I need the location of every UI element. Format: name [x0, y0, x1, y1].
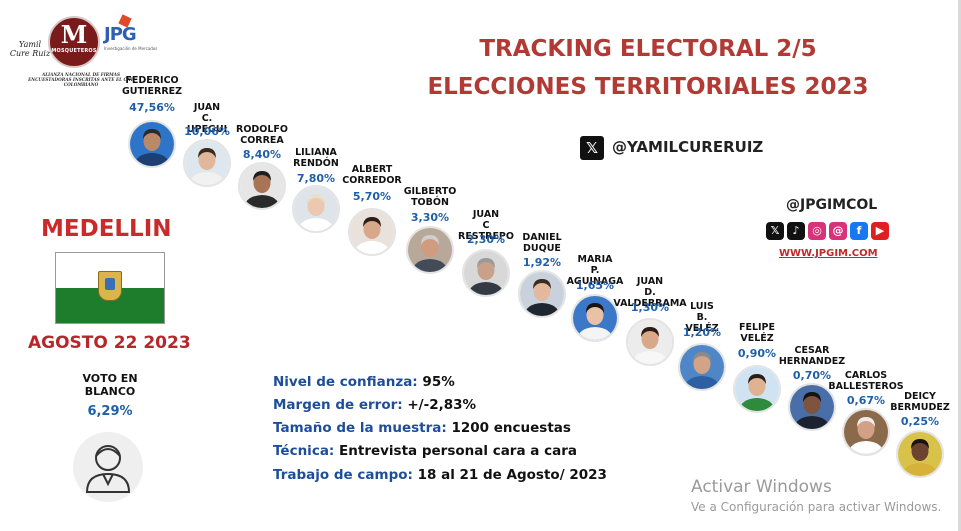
windows-activation-subtitle: Ve a Configuración para activar Windows.: [691, 500, 942, 514]
methodology-value: +/-2,83%: [407, 397, 477, 413]
title-line-2: ELECCIONES TERRITORIALES 2023: [427, 74, 869, 100]
candidate-photo: [406, 226, 454, 274]
candidate-percent: 0,90%: [737, 347, 777, 360]
candidate-photo: [462, 249, 510, 297]
social-icons-row: 𝕏 ♪ ◎ @ f ▶: [766, 222, 892, 242]
logo-word: MOSQUETEROS: [51, 48, 97, 54]
jpg-logo-subtitle: Investigación de Mercados: [104, 46, 158, 51]
methodology-key: Tamaño de la muestra:: [273, 420, 447, 436]
blank-vote-person-icon: [73, 432, 143, 502]
x-icon[interactable]: 𝕏: [766, 222, 784, 240]
threads-icon[interactable]: @: [829, 222, 847, 240]
mosqueteros-logo-icon: M MOSQUETEROS: [48, 16, 100, 68]
jpg-logo-text: JPG: [104, 24, 137, 45]
candidate-percent: 2,30%: [466, 233, 506, 246]
candidate-percent: 8,40%: [242, 148, 282, 161]
candidate-name: CESAR HERNANDEZ: [778, 345, 846, 367]
candidate-percent: 0,25%: [900, 415, 940, 428]
medellin-flag-icon: [55, 252, 165, 324]
candidate-name: JUAN D. VALDERRAMA: [613, 276, 687, 309]
candidate-name: JUAN C RESTREPO: [458, 209, 514, 242]
candidate-percent: 7,80%: [296, 172, 336, 185]
candidate-photo: [348, 208, 396, 256]
logo-caption: ALIANZA NACIONAL DE FIRMAS ENCUESTADORAS…: [28, 72, 134, 87]
x-handle: @YAMILCURERUIZ: [612, 138, 764, 156]
candidate-name: ALBERT CORREDOR: [342, 164, 402, 186]
logo-script-text: Yamil Cure Ruiz: [9, 40, 51, 58]
blank-vote-percent: 6,29%: [87, 404, 133, 419]
candidate-percent: 1,20%: [682, 326, 722, 339]
candidate-name: RODOLFO CORREA: [236, 124, 288, 146]
methodology-item: Margen de error: +/-2,83%: [273, 397, 476, 413]
methodology-value: 18 al 21 de Agosto/ 2023: [417, 467, 607, 483]
methodology-value: 1200 encuestas: [451, 420, 571, 436]
candidate-name: JUAN C. UPEGUI: [186, 102, 228, 135]
candidate-percent: 1,92%: [522, 256, 562, 269]
methodology-value: Entrevista personal cara a cara: [339, 443, 577, 459]
candidate-name: DANIEL DUQUE: [522, 232, 562, 254]
methodology-key: Técnica:: [273, 443, 335, 459]
candidate-photo: [896, 430, 944, 478]
candidate-photo: [128, 120, 176, 168]
candidate-photo: [183, 139, 231, 187]
candidate-percent: 0,70%: [792, 369, 832, 382]
candidate-photo: [842, 408, 890, 456]
candidate-percent: 0,67%: [846, 394, 886, 407]
methodology-key: Nivel de confianza:: [273, 374, 418, 390]
methodology-item: Técnica: Entrevista personal cara a cara: [273, 443, 577, 459]
candidate-percent: 47,56%: [129, 101, 175, 114]
website-link[interactable]: WWW.JPGIM.COM: [779, 248, 878, 259]
candidate-name: CARLOS BALLESTEROS: [828, 370, 904, 392]
candidate-photo: [238, 162, 286, 210]
logo: Yamil Cure Ruiz M MOSQUETEROS JPG Invest…: [8, 10, 183, 94]
candidate-photo: [571, 294, 619, 342]
candidate-photo: [292, 185, 340, 233]
city-name: MEDELLIN: [41, 216, 172, 242]
facebook-icon[interactable]: f: [850, 222, 868, 240]
candidate-percent: 5,70%: [352, 190, 392, 203]
jpg-handle: @JPGIMCOL: [786, 197, 878, 213]
methodology-key: Trabajo de campo:: [273, 467, 413, 483]
candidate-name: FEDERICO GUTIERREZ: [121, 75, 183, 97]
candidate-photo: [626, 318, 674, 366]
blank-vote-label: VOTO EN BLANCO: [82, 372, 138, 398]
candidate-name: GILBERTO TOBÓN: [403, 186, 457, 208]
x-logo-icon: 𝕏: [580, 136, 604, 160]
candidate-photo: [678, 343, 726, 391]
candidate-name: FELIPE VELÉZ: [738, 322, 776, 344]
methodology-item: Trabajo de campo: 18 al 21 de Agosto/ 20…: [273, 467, 607, 483]
tiktok-icon[interactable]: ♪: [787, 222, 805, 240]
poll-date: AGOSTO 22 2023: [28, 333, 191, 353]
instagram-icon[interactable]: ◎: [808, 222, 826, 240]
candidate-percent: 3,30%: [410, 211, 450, 224]
methodology-item: Nivel de confianza: 95%: [273, 374, 455, 390]
candidate-photo: [518, 270, 566, 318]
candidate-percent: 1,65%: [575, 279, 615, 292]
candidate-percent: 1,30%: [630, 301, 670, 314]
candidate-name: MARIA P. AGUINAGA: [566, 254, 624, 287]
candidate-photo: [788, 383, 836, 431]
methodology-item: Tamaño de la muestra: 1200 encuestas: [273, 420, 571, 436]
youtube-icon[interactable]: ▶: [871, 222, 889, 240]
candidate-name: DEICY BERMUDEZ: [890, 391, 950, 413]
methodology-value: 95%: [422, 374, 455, 390]
flag-shield-icon: [98, 271, 122, 301]
candidate-name: LILIANA RENDÓN: [293, 147, 339, 169]
logo-letter: M: [60, 20, 88, 49]
candidate-name: LUIS B. VELÉZ: [685, 301, 719, 334]
candidate-photo: [733, 365, 781, 413]
title-line-1: TRACKING ELECTORAL 2/5: [479, 36, 817, 62]
windows-activation-title: Activar Windows: [691, 477, 832, 497]
methodology-key: Margen de error:: [273, 397, 403, 413]
candidate-percent: 10,06%: [184, 125, 230, 138]
